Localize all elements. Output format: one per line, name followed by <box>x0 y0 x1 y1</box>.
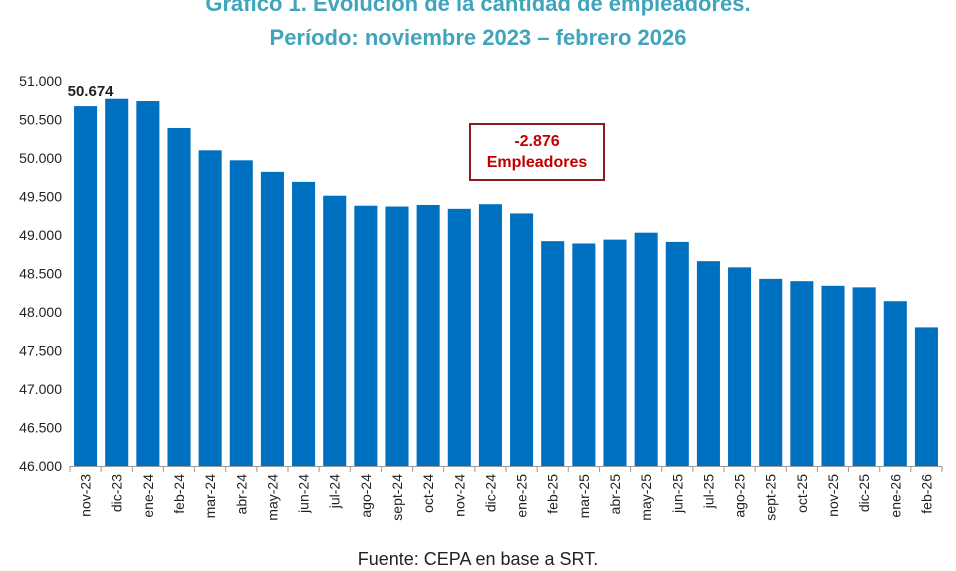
bar <box>728 267 752 466</box>
bar <box>385 206 409 466</box>
bar <box>354 205 378 467</box>
x-tick-label: jun-25 <box>669 474 685 514</box>
x-tick-label: sept-24 <box>389 474 405 521</box>
difference-annotation: -2.876 Empleadores <box>469 123 605 181</box>
x-tick-label: ene-26 <box>887 474 903 518</box>
bar <box>198 150 222 467</box>
bar <box>447 208 471 466</box>
x-tick-label: sept-25 <box>763 474 779 521</box>
x-tick-label: feb-26 <box>918 474 934 514</box>
bar <box>696 261 720 466</box>
bar <box>665 241 689 466</box>
y-tick-label: 50.000 <box>19 150 62 166</box>
y-tick-label: 49.000 <box>19 227 62 243</box>
x-tick-label: ago-25 <box>732 474 748 518</box>
bar <box>229 160 253 466</box>
bar <box>759 278 783 466</box>
bar <box>634 232 658 466</box>
data-label: 50.674 <box>68 83 115 100</box>
annotation-value: -2.876 <box>514 133 560 150</box>
chart-title-line2: Período: noviembre 2023 – febrero 2026 <box>269 25 687 50</box>
x-tick-label: ene-24 <box>140 474 156 518</box>
bar <box>852 287 876 466</box>
x-tick-label: feb-25 <box>545 474 561 514</box>
bar <box>510 213 534 466</box>
chart-title-line1: Gráfico 1. Evolución de la cantidad de e… <box>205 0 751 16</box>
y-tick-label: 47.000 <box>19 381 62 397</box>
bar <box>821 285 845 466</box>
x-tick-label: oct-25 <box>794 474 810 513</box>
bar <box>136 101 160 467</box>
bar <box>167 127 191 466</box>
source-note: Fuente: CEPA en base a SRT. <box>357 549 599 569</box>
bar <box>292 181 316 466</box>
x-tick-label: dic-23 <box>109 474 125 512</box>
bar <box>416 204 440 466</box>
bar <box>790 281 814 466</box>
y-tick-label: 51.000 <box>19 73 62 89</box>
x-tick-label: may-25 <box>638 474 654 521</box>
x-tick-label: abr-24 <box>233 474 249 515</box>
y-tick-label: 47.500 <box>19 343 62 359</box>
x-tick-label: nov-24 <box>451 474 467 517</box>
x-tick-label: ene-25 <box>514 474 530 518</box>
x-tick-label: jul-25 <box>700 474 716 509</box>
x-tick-label: dic-25 <box>856 474 872 512</box>
bar <box>603 239 627 466</box>
bar <box>572 243 596 466</box>
bar <box>914 327 938 466</box>
y-tick-label: 48.500 <box>19 266 62 282</box>
x-tick-label: dic-24 <box>482 474 498 512</box>
x-tick-label: oct-24 <box>420 474 436 513</box>
x-tick-label: mar-25 <box>576 474 592 519</box>
annotation-label: Empleadores <box>486 154 588 171</box>
y-tick-label: 46.500 <box>19 420 62 436</box>
bar <box>105 98 129 467</box>
bar <box>323 195 347 467</box>
bar <box>541 241 565 466</box>
x-tick-label: abr-25 <box>607 474 623 515</box>
x-tick-label: jun-24 <box>296 474 312 514</box>
bar <box>478 204 502 466</box>
bar <box>74 106 98 467</box>
bar <box>260 171 284 467</box>
y-tick-label: 46.000 <box>19 458 62 474</box>
x-tick-label: feb-24 <box>171 474 187 514</box>
y-tick-label: 49.500 <box>19 189 62 205</box>
x-tick-label: mar-24 <box>202 474 218 519</box>
x-tick-label: nov-25 <box>825 474 841 517</box>
x-tick-label: may-24 <box>264 474 280 521</box>
x-tick-label: nov-23 <box>78 474 94 517</box>
x-tick-label: ago-24 <box>358 474 374 518</box>
bar <box>883 301 907 466</box>
x-tick-label: jul-24 <box>327 474 343 509</box>
y-tick-label: 48.000 <box>19 304 62 320</box>
y-tick-label: 50.500 <box>19 112 62 128</box>
